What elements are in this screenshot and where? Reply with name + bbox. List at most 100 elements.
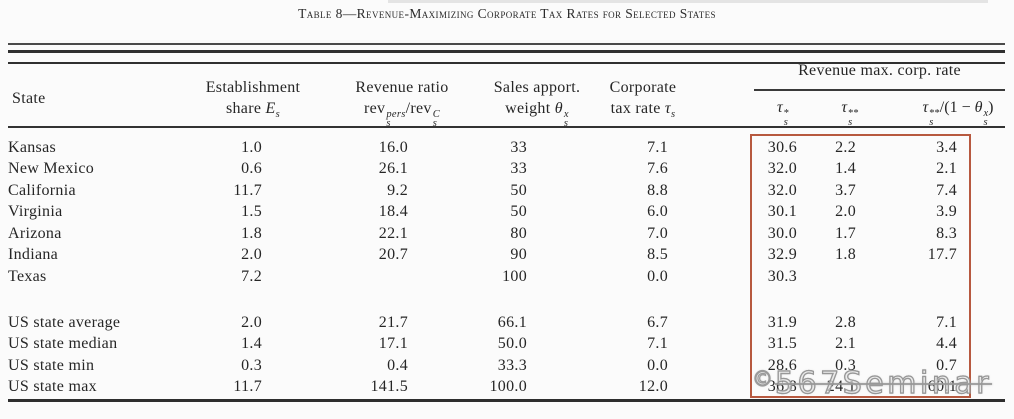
cell-t3: 3.9: [936, 203, 957, 221]
cell-state: New Mexico: [8, 160, 95, 178]
cell-t3: 0.7: [936, 356, 957, 374]
cell-state: US state average: [8, 313, 121, 331]
cell-rev: 21.7: [378, 313, 408, 331]
cell-sales: 90: [510, 246, 527, 264]
cell-t1: 30.0: [767, 224, 797, 242]
table-row: Indiana 2.0 20.7 90 8.5 32.9 1.8 17.7: [8, 245, 957, 267]
cell-t1: 31.5: [767, 335, 797, 353]
cell-state: California: [8, 181, 76, 199]
cell-rev: 16.0: [378, 138, 408, 156]
cell-state: Virginia: [8, 203, 63, 221]
cell-state: Kansas: [8, 138, 57, 156]
cell-sales: 66.1: [497, 313, 527, 331]
cell-est: 11.7: [233, 378, 262, 396]
cell-corp: 7.0: [647, 224, 668, 242]
cell-state: US state median: [8, 335, 118, 353]
cell-sales: 100: [502, 267, 527, 285]
cell-rev: 26.1: [378, 160, 408, 178]
table-row: Kansas 1.0 16.0 33 7.1 30.6 2.2 3.4: [8, 137, 957, 159]
cell-t1: 32.0: [767, 181, 797, 199]
cell-t2: 0.3: [835, 356, 856, 374]
watermark: ©567Seminar: [751, 365, 993, 401]
cell-corp: 6.7: [647, 313, 668, 331]
cell-est: 1.5: [241, 203, 262, 221]
cell-t1: 32.0: [767, 160, 797, 178]
cell-est: 7.2: [241, 267, 262, 285]
cell-t1: 36.8: [767, 378, 797, 396]
header-rule: [8, 126, 1005, 128]
cell-est: 1.4: [241, 335, 262, 353]
table-row: US state median 1.4 17.1 50.0 7.1 31.5 2.1 4.4: [8, 334, 957, 356]
cell-est: 2.0: [241, 246, 262, 264]
cell-corp: 12.0: [638, 378, 668, 396]
cell-corp: 0.0: [647, 356, 668, 374]
cell-t3: 7.1: [936, 313, 957, 331]
top-rule-outer: [8, 43, 1005, 45]
cell-sales: 50: [510, 203, 527, 221]
cell-t2: 2.2: [835, 138, 856, 156]
table-title: Table 8—Revenue-Maximizing Corporate Tax…: [298, 6, 716, 21]
cell-est: 11.7: [233, 181, 262, 199]
bottom-rule: [8, 399, 1005, 402]
subcolumn-header-tau-over-one-minus-theta: τ ** s/(1 − θ x s): [922, 99, 994, 128]
cell-sales: 33.3: [497, 356, 527, 374]
cell-corp: 0.0: [647, 267, 668, 285]
cell-state: US state max: [8, 378, 97, 396]
cell-sales: 50.0: [497, 335, 527, 353]
cell-t2: 2.0: [835, 203, 856, 221]
table-row: Arizona 1.8 22.1 80 7.0 30.0 1.7 8.3: [8, 223, 957, 245]
cell-t1: 32.9: [767, 246, 797, 264]
cell-t2: 3.7: [835, 181, 856, 199]
group-header-revenue-max-corp-rate: Revenue max. corp. rate: [798, 62, 961, 79]
cell-t2: 1.4: [835, 160, 856, 178]
cell-rev: 141.5: [370, 378, 408, 396]
cell-t2: 2.8: [835, 313, 856, 331]
watermark-text: 567Seminar: [774, 365, 993, 401]
cell-state: Texas: [8, 267, 47, 285]
highlight-box: [750, 134, 971, 398]
cell-t3: 7.4: [936, 181, 957, 199]
cell-t1: 31.9: [767, 313, 797, 331]
cell-t3: 17.7: [927, 246, 957, 264]
cell-corp: 8.8: [647, 181, 668, 199]
cell-t3: 2.1: [936, 160, 957, 178]
cell-t2: 1.8: [835, 246, 856, 264]
scan-artifact: [388, 0, 988, 3]
table-row: California 11.7 9.2 50 8.8 32.0 3.7 7.4: [8, 180, 957, 202]
cell-rev: 0.4: [387, 356, 408, 374]
copyright-icon: ©: [751, 366, 775, 391]
cell-t1: 30.6: [767, 138, 797, 156]
column-header-state: State: [12, 90, 46, 107]
cell-state: US state min: [8, 356, 95, 374]
group-header-rule: [754, 89, 1005, 91]
cell-rev: 22.1: [378, 224, 408, 242]
subcolumn-header-tau-star: τ * s: [777, 99, 789, 128]
table-row: New Mexico 0.6 26.1 33 7.6 32.0 1.4 2.1: [8, 159, 957, 181]
cell-sales: 33: [510, 160, 527, 178]
cell-rev: 9.2: [387, 181, 408, 199]
cell-rev: 17.1: [378, 335, 408, 353]
cell-t3: 3.4: [936, 138, 957, 156]
cell-est: 0.6: [241, 160, 262, 178]
cell-t2: 2.1: [835, 335, 856, 353]
table-row: US state min 0.3 0.4 33.3 0.0 28.6 0.3 0.7: [8, 355, 957, 377]
column-header-corporate-tax-rate: Corporate tax rate τs: [609, 79, 677, 121]
cell-t1: 30.3: [767, 267, 797, 285]
cell-est: 0.3: [241, 356, 262, 374]
cell-t2: 24.1: [826, 378, 856, 396]
cell-state: Indiana: [8, 246, 59, 264]
cell-t3: 4.4: [936, 335, 957, 353]
cell-corp: 7.6: [647, 160, 668, 178]
subcolumn-header-tau-double-star: τ ** s: [841, 99, 859, 128]
cell-t1: 30.1: [767, 203, 797, 221]
cell-corp: 7.1: [647, 138, 668, 156]
cell-state: Arizona: [8, 224, 62, 242]
cell-sales: 100.0: [489, 378, 527, 396]
cell-est: 1.8: [241, 224, 262, 242]
cell-corp: 8.5: [647, 246, 668, 264]
column-header-establishment-share: Establishment share Es: [205, 79, 301, 121]
cell-t3: 60.1: [927, 378, 957, 396]
table-row: Virginia 1.5 18.4 50 6.0 30.1 2.0 3.9: [8, 202, 957, 224]
